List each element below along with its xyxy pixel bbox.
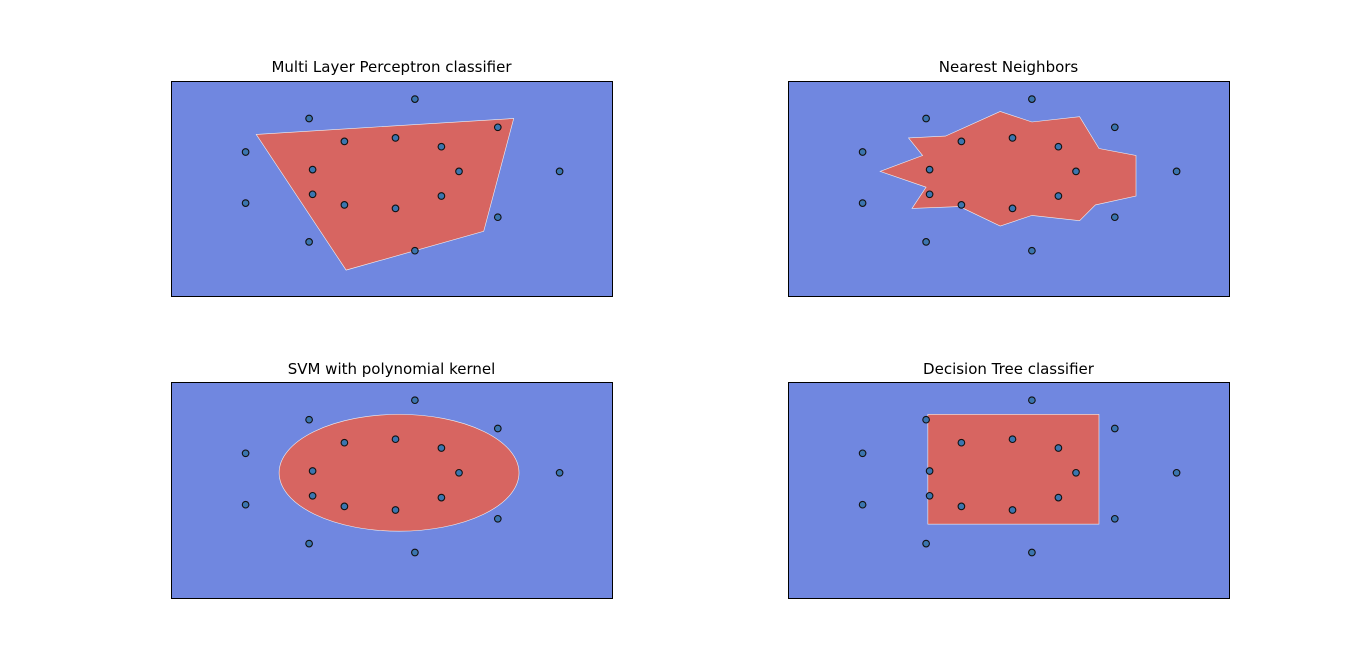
data-point-7	[340, 438, 349, 447]
data-point-18	[1172, 468, 1181, 477]
data-point-11	[411, 95, 419, 103]
inner-class-region	[255, 118, 515, 271]
data-point-14	[437, 493, 446, 502]
data-point-17	[493, 213, 502, 222]
data-point-17	[1110, 213, 1119, 222]
axes-frame-decision-tree	[788, 382, 1230, 599]
data-point-11	[411, 396, 419, 405]
data-point-11	[1028, 396, 1036, 405]
data-point-8	[340, 502, 349, 511]
data-point-18	[555, 167, 564, 176]
data-point-7	[340, 137, 349, 146]
data-point-15	[455, 167, 463, 176]
panel-nearest-neighbors: Nearest Neighbors	[788, 58, 1230, 297]
axes-frame-svm	[171, 382, 613, 599]
data-point-16	[493, 424, 502, 433]
data-point-3	[922, 114, 930, 123]
data-point-12	[411, 246, 419, 255]
data-point-10	[391, 204, 400, 213]
data-point-10	[391, 506, 400, 514]
data-point-6	[922, 238, 930, 246]
data-point-10	[1008, 204, 1017, 213]
data-point-1	[241, 148, 250, 156]
data-point-7	[957, 438, 966, 447]
data-point-10	[1008, 506, 1017, 514]
data-point-13	[1054, 142, 1063, 151]
data-point-16	[1110, 123, 1119, 132]
data-point-1	[241, 449, 250, 458]
data-point-13	[437, 444, 446, 452]
data-point-14	[1054, 493, 1063, 502]
data-point-13	[437, 142, 446, 151]
data-point-16	[493, 123, 502, 132]
data-point-12	[1028, 246, 1036, 255]
data-point-5	[308, 491, 317, 500]
data-point-2	[241, 199, 250, 207]
data-point-8	[957, 201, 966, 209]
data-point-5	[308, 190, 317, 199]
data-point-3	[305, 114, 313, 123]
data-point-6	[305, 539, 313, 548]
data-point-3	[922, 415, 930, 424]
data-point-12	[1028, 548, 1036, 557]
data-point-11	[1028, 95, 1036, 103]
data-point-15	[1072, 468, 1080, 477]
panel-title-mlp: Multi Layer Perceptron classifier	[271, 58, 512, 76]
data-point-16	[1110, 424, 1119, 433]
inner-class-region	[879, 111, 1137, 227]
data-point-15	[455, 468, 463, 477]
data-point-4	[925, 165, 934, 174]
data-point-18	[555, 468, 564, 477]
data-point-7	[957, 137, 966, 146]
data-point-2	[858, 500, 867, 509]
data-point-4	[925, 467, 934, 475]
data-point-9	[391, 134, 400, 142]
data-point-14	[1054, 192, 1063, 200]
data-point-6	[305, 238, 313, 246]
data-point-5	[925, 491, 934, 500]
inner-class-region	[927, 414, 1100, 525]
data-point-12	[411, 548, 419, 557]
panel-mlp: Multi Layer Perceptron classifier	[171, 58, 613, 297]
inner-class-region	[278, 414, 520, 532]
panel-title-decision-tree: Decision Tree classifier	[923, 360, 1095, 378]
data-point-14	[437, 192, 446, 200]
panel-title-svm: SVM with polynomial kernel	[288, 360, 496, 378]
panel-decision-tree: Decision Tree classifier	[788, 360, 1230, 599]
data-point-2	[858, 199, 867, 207]
data-point-8	[340, 201, 349, 209]
axes-frame-nearest-neighbors	[788, 81, 1230, 297]
data-point-1	[858, 148, 867, 156]
axes-frame-mlp	[171, 81, 613, 297]
data-point-18	[1172, 167, 1181, 176]
data-point-5	[925, 190, 934, 199]
data-point-15	[1072, 167, 1080, 176]
data-point-17	[493, 514, 502, 523]
data-point-13	[1054, 444, 1063, 452]
data-point-9	[1008, 435, 1017, 444]
data-point-3	[305, 415, 313, 424]
data-point-4	[308, 165, 317, 174]
data-point-9	[1008, 134, 1017, 142]
data-point-2	[241, 500, 250, 509]
panel-title-nearest-neighbors: Nearest Neighbors	[939, 58, 1079, 76]
data-point-1	[858, 449, 867, 458]
panel-svm: SVM with polynomial kernel	[171, 360, 613, 599]
data-point-4	[308, 467, 317, 475]
data-point-6	[922, 539, 930, 548]
data-point-17	[1110, 514, 1119, 523]
data-point-9	[391, 435, 400, 444]
data-point-8	[957, 502, 966, 511]
